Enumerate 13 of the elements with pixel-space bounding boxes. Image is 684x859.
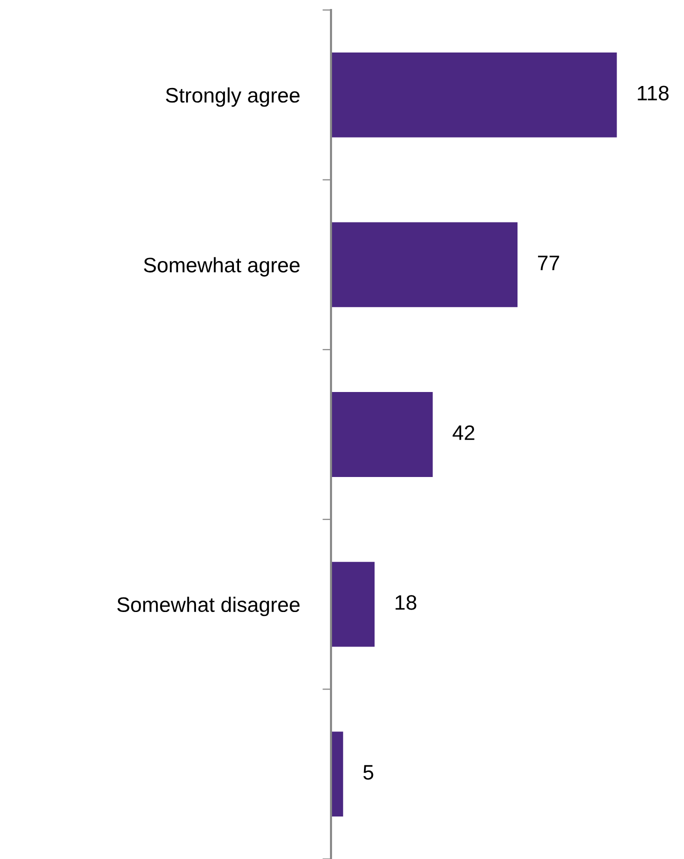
bar <box>331 52 617 138</box>
y-tick-label: Somewhat agree <box>144 257 300 277</box>
y-tick-label: Somewhat disagree <box>117 596 300 616</box>
data-label: 5 <box>363 765 374 780</box>
bar <box>331 392 433 477</box>
data-label: 18 <box>396 595 416 610</box>
data-label: 118 <box>638 86 669 100</box>
data-label: 42 <box>452 425 474 440</box>
bar <box>331 732 344 817</box>
bar <box>331 222 518 308</box>
y-tick-label: Strongly agree <box>166 87 300 107</box>
data-label: 77 <box>538 256 560 270</box>
bar <box>331 562 375 647</box>
